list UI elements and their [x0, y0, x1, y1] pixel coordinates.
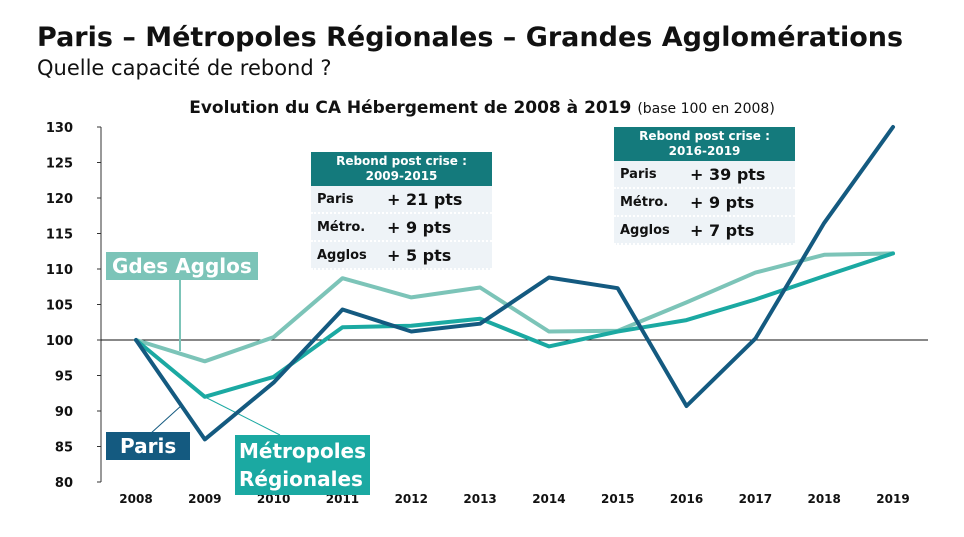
series-line-gdes-agglos: [134, 251, 895, 364]
metropoles-pointer: [204, 396, 281, 436]
table-header-line2: 2016-2019: [668, 144, 741, 158]
y-tick-label: 130: [46, 121, 73, 136]
table-header-line1: Rebond post crise :: [639, 129, 770, 143]
y-tick-label: 95: [55, 370, 73, 385]
x-tick-label: 2008: [119, 492, 152, 506]
rebound-table-2009-2015: Rebond post crise : 2009-2015 Paris + 21…: [311, 152, 492, 270]
y-tick-label: 120: [46, 192, 73, 207]
series-label-metropoles: Métropoles Régionales: [235, 435, 371, 495]
label-pointers: [149, 275, 281, 436]
x-tick-label: 2013: [463, 492, 496, 506]
y-tick-label: 105: [46, 299, 73, 314]
row-value: + 9 pts: [387, 217, 452, 237]
page-subtitle: Quelle capacité de rebond ?: [37, 56, 332, 80]
row-value: + 21 pts: [387, 189, 463, 209]
row-label: Métro.: [620, 194, 669, 210]
x-tick-label: 2011: [326, 492, 359, 506]
y-tick-label: 80: [55, 476, 73, 491]
series-line-m-tropoles-r-gionales: [134, 251, 895, 399]
table-header-line2: 2009-2015: [365, 169, 438, 183]
x-tick-label: 2019: [876, 492, 909, 506]
x-tick-label: 2009: [188, 492, 221, 506]
axes: 80 85 90 95 100 105 110 115 120 125 130 2008 2009 201…: [46, 121, 928, 506]
page-title: Paris – Métropoles Régionales – Grandes …: [37, 22, 904, 53]
series-label-line2: Régionales: [239, 467, 363, 491]
row-label: Paris: [317, 191, 354, 207]
series-lines: [134, 125, 895, 442]
series-label-line1: Métropoles: [239, 439, 367, 463]
row-value: + 7 pts: [690, 220, 755, 240]
table-header-line1: Rebond post crise :: [336, 154, 467, 168]
y-tick-label: 110: [46, 263, 73, 278]
row-label: Métro.: [317, 219, 366, 235]
row-value: + 9 pts: [690, 192, 755, 212]
row-value: + 39 pts: [690, 164, 766, 184]
table-row: Agglos + 7 pts: [614, 217, 795, 245]
series-label-gdes-agglos: Gdes Agglos: [106, 252, 258, 280]
x-tick-label: 2016: [670, 492, 703, 506]
table-row: Paris + 21 pts: [311, 186, 492, 214]
series-line-paris: [134, 125, 895, 442]
table-row: Paris + 39 pts: [614, 161, 795, 189]
table-header: Rebond post crise : 2016-2019: [614, 127, 795, 161]
x-tick-label: 2012: [395, 492, 428, 506]
y-tick-label: 115: [46, 228, 73, 243]
rebound-table-2016-2019: Rebond post crise : 2016-2019 Paris + 39…: [614, 127, 795, 245]
x-tick-label: 2014: [532, 492, 565, 506]
chart-title: Evolution du CA Hébergement de 2008 à 20…: [0, 98, 964, 118]
x-tick-label: 2017: [739, 492, 772, 506]
x-tick-label: 2010: [257, 492, 290, 506]
y-tick-label: 125: [46, 157, 73, 172]
chart-title-text: Evolution du CA Hébergement de 2008 à 20…: [189, 98, 632, 118]
row-label: Paris: [620, 166, 657, 182]
row-label: Agglos: [620, 222, 670, 238]
x-tick-label: 2015: [601, 492, 634, 506]
y-tick-label: 85: [55, 441, 73, 456]
row-label: Agglos: [317, 247, 367, 263]
table-header: Rebond post crise : 2009-2015: [311, 152, 492, 186]
table-row: Agglos + 5 pts: [311, 242, 492, 270]
y-tick-label: 90: [55, 405, 73, 420]
paris-pointer: [149, 404, 183, 435]
row-value: + 5 pts: [387, 245, 452, 265]
x-tick-label: 2018: [807, 492, 840, 506]
chart-title-note: (base 100 en 2008): [637, 101, 775, 117]
y-tick-label: 100: [46, 334, 73, 349]
table-row: Métro. + 9 pts: [311, 214, 492, 242]
table-row: Métro. + 9 pts: [614, 189, 795, 217]
series-label-paris: Paris: [106, 432, 191, 460]
